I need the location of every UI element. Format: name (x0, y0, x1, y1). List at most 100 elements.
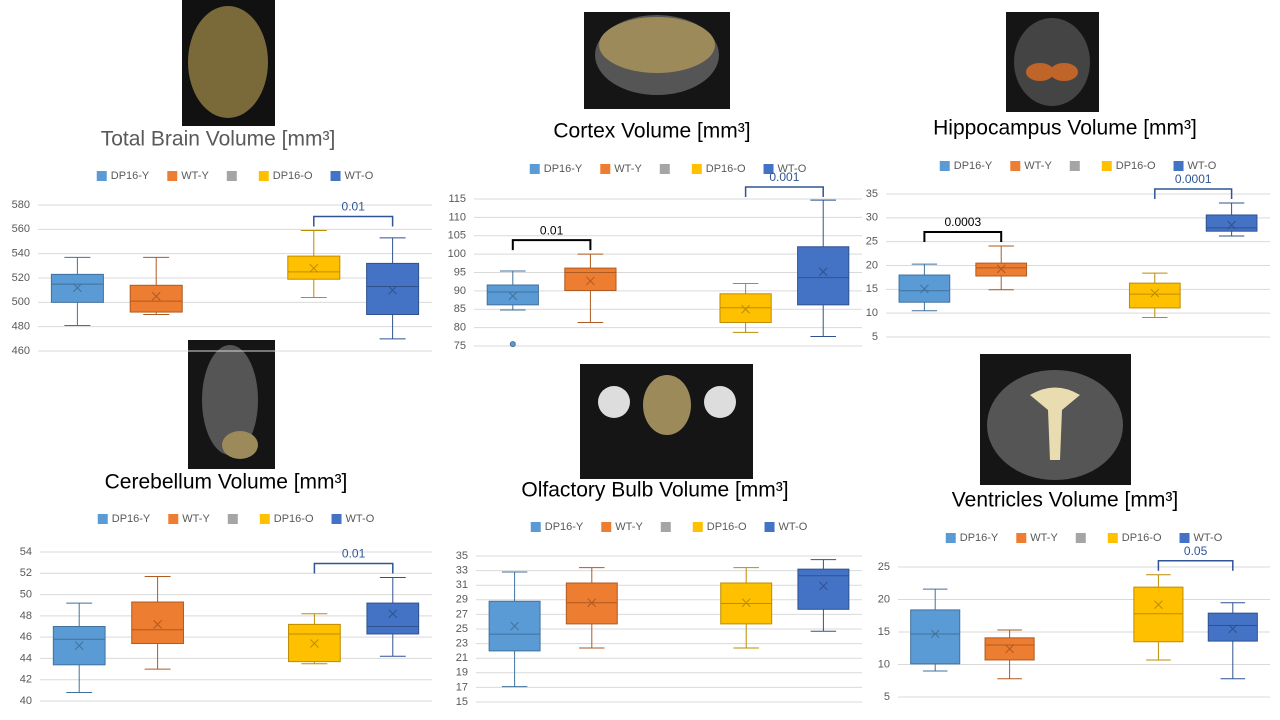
y-tick-label: 80 (454, 322, 466, 334)
y-tick-label: 110 (448, 211, 466, 223)
y-tick-label: 42 (20, 674, 32, 686)
legend-label: WT-O (1188, 160, 1217, 172)
y-tick-label: 85 (454, 303, 466, 315)
legend-label: DP16-O (706, 163, 746, 175)
y-tick-label: 25 (878, 561, 890, 573)
mean-marker (586, 276, 595, 286)
significance-bracket (313, 562, 394, 574)
legend: DP16-Y WT-Y DP16-O WT-O (530, 521, 808, 533)
legend-label: DP16-O (1122, 532, 1162, 544)
y-tick-label: 17 (456, 681, 468, 693)
legend: DP16-Y WT-Y DP16-O WT-O (97, 513, 375, 525)
legend-label: DP16-Y (544, 163, 583, 175)
legend-swatch (691, 164, 702, 174)
mean-marker (996, 264, 1006, 274)
mri-region (1050, 63, 1078, 81)
legend-label: WT-Y (1024, 160, 1052, 172)
mean-marker (74, 641, 84, 651)
legend-swatch (1101, 161, 1112, 171)
legend-swatch (601, 522, 612, 532)
box (1207, 612, 1258, 642)
mean-marker (508, 291, 518, 301)
p-value: 0.001 (769, 170, 799, 184)
significance-bracket (511, 239, 592, 251)
legend-label: WT-Y (615, 521, 643, 533)
legend-label: DP16-Y (111, 170, 150, 182)
legend-swatch (330, 171, 341, 181)
y-tick-label: 540 (12, 248, 30, 260)
legend-label: DP16-O (1116, 160, 1156, 172)
y-tick-label: 75 (454, 340, 466, 352)
mean-marker (818, 267, 828, 277)
legend-swatch (1016, 533, 1027, 543)
p-value: 0.0001 (1175, 172, 1212, 186)
box (486, 284, 539, 306)
box (797, 568, 850, 610)
legend-swatch (1173, 161, 1184, 171)
legend-label: DP16-O (707, 521, 747, 533)
mean-marker (1154, 600, 1163, 610)
y-tick-label: 35 (866, 188, 878, 200)
legend-swatch (660, 522, 671, 532)
y-tick-label: 520 (12, 272, 30, 284)
y-tick-label: 500 (12, 296, 30, 308)
legend-label: DP16-Y (954, 160, 993, 172)
box (1205, 214, 1258, 232)
legend-swatch (600, 164, 611, 174)
legend-swatch (764, 522, 775, 532)
y-tick-label: 25 (866, 236, 878, 248)
y-tick-label: 27 (456, 608, 468, 620)
mean-marker (510, 621, 519, 631)
chart: Ventricles Volume [mm³] 5 10 15 20 25 DP16-Y WT… (878, 489, 1270, 703)
legend-swatch (1179, 533, 1190, 543)
chart-title: Hippocampus Volume [mm³] (933, 117, 1197, 140)
mean-marker (151, 291, 161, 301)
legend-swatch (939, 161, 950, 171)
chart: Cortex Volume [mm³] 75 80 85 90 95 100 105 110 11… (448, 120, 862, 352)
p-value: 0.01 (342, 200, 366, 214)
mean-marker (741, 304, 750, 314)
legend: DP16-Y WT-Y DP16-O WT-O (529, 163, 807, 175)
outlier (509, 341, 516, 348)
legend-label: WT-Y (1030, 532, 1058, 544)
mean-marker (920, 284, 929, 294)
y-tick-label: 90 (454, 285, 466, 297)
y-tick-label: 52 (20, 567, 32, 579)
legend-label: WT-O (1194, 532, 1223, 544)
significance-bracket (1157, 560, 1234, 571)
mri-region (188, 6, 268, 118)
box (366, 262, 420, 315)
significance-bracket (744, 186, 824, 197)
box (131, 601, 184, 645)
y-tick-label: 50 (20, 588, 32, 600)
box (366, 602, 420, 635)
legend-label: WT-Y (181, 170, 209, 182)
legend-swatch (1069, 161, 1080, 171)
box (1133, 586, 1184, 643)
y-tick-label: 48 (20, 610, 32, 622)
mean-marker (309, 263, 319, 273)
legend-swatch (258, 171, 269, 181)
mri-eye (598, 386, 630, 418)
y-tick-label: 480 (12, 321, 30, 333)
mri-region (1030, 387, 1080, 460)
y-tick-label: 54 (20, 546, 32, 558)
y-tick-label: 25 (456, 623, 468, 635)
legend-swatch (1107, 533, 1118, 543)
y-tick-label: 21 (456, 652, 468, 664)
legend-swatch (692, 522, 703, 532)
chart-title: Olfactory Bulb Volume [mm³] (521, 479, 788, 502)
chart: Hippocampus Volume [mm³] 5 10 15 20 25 30 35 DP1… (866, 117, 1270, 343)
legend-swatch (227, 514, 238, 524)
legend-swatch (96, 171, 107, 181)
y-tick-label: 44 (20, 652, 32, 664)
mean-marker (1228, 624, 1238, 634)
legend: DP16-Y WT-Y DP16-O WT-O (96, 170, 374, 182)
legend-label: WT-Y (614, 163, 642, 175)
y-tick-label: 95 (454, 266, 466, 278)
mri-images (182, 0, 1131, 485)
y-tick-label: 46 (20, 631, 32, 643)
legend-swatch (97, 514, 108, 524)
p-value: 0.0003 (944, 215, 981, 229)
